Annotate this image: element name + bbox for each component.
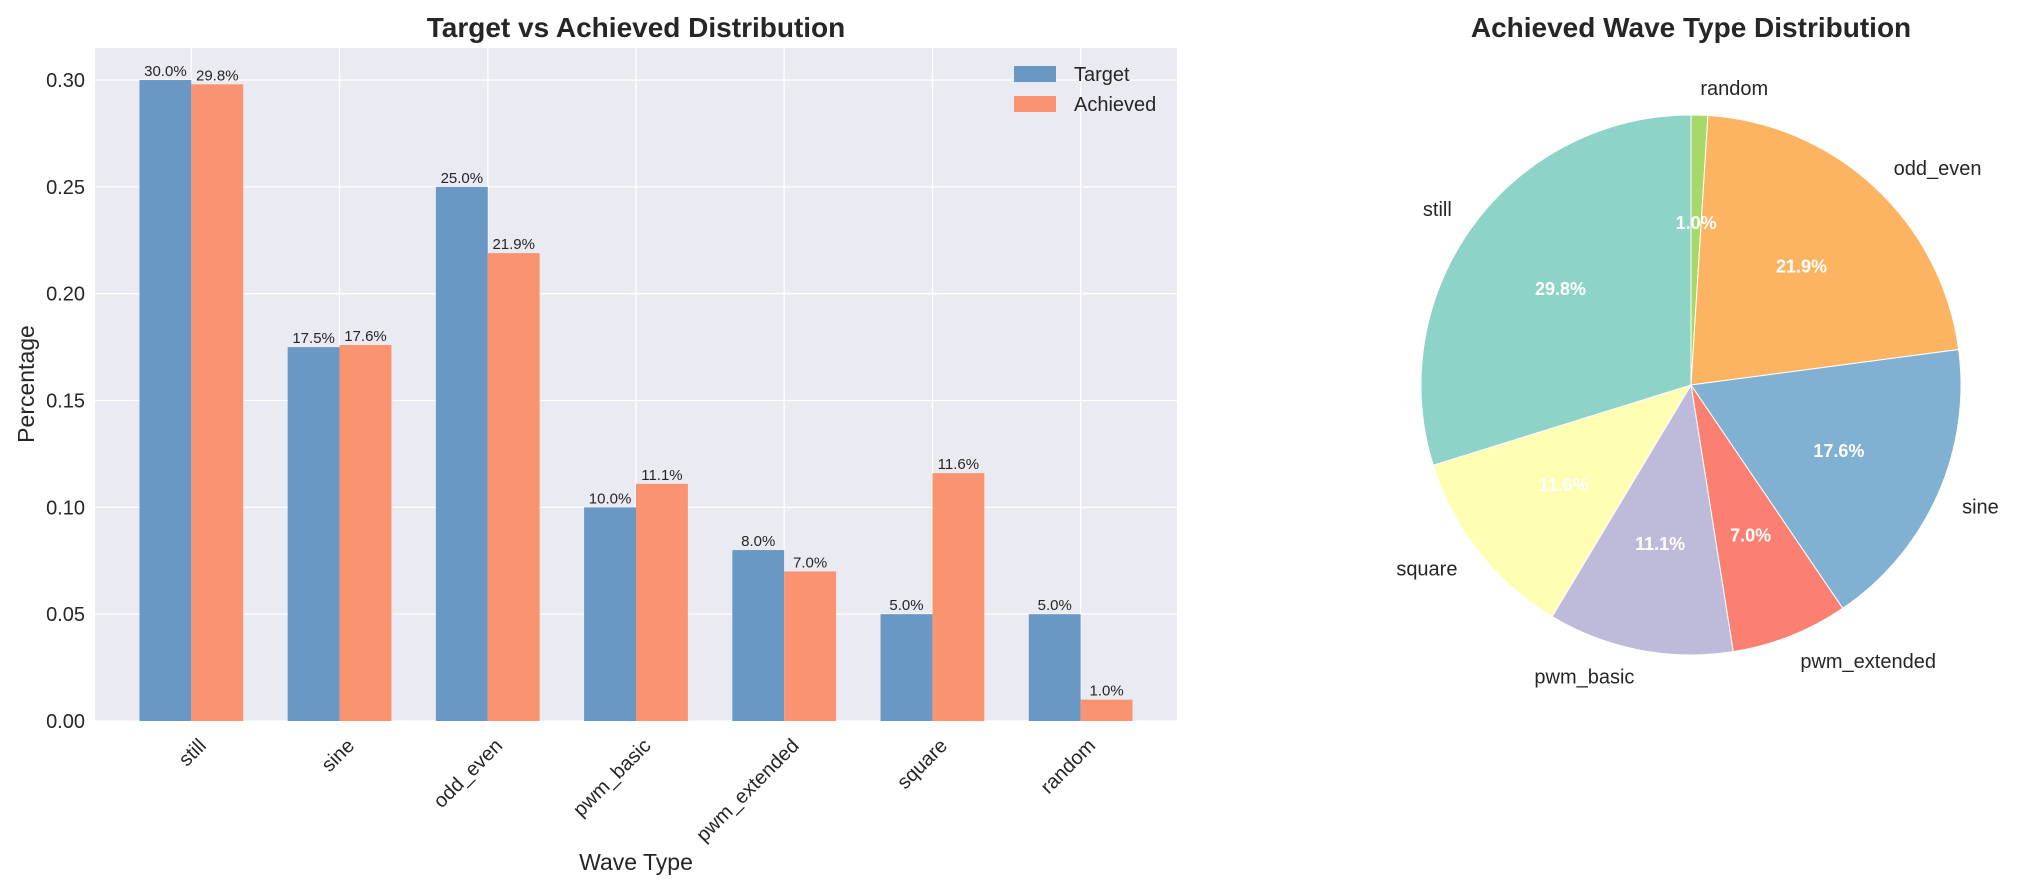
bar-achieved-odd_even xyxy=(487,253,540,721)
bar-target-pwm_basic xyxy=(584,507,636,721)
pie-percent-label: 29.8% xyxy=(1535,279,1586,299)
pie-slice-label: square xyxy=(1396,559,1457,581)
pie-percent-label: 11.1% xyxy=(1635,534,1685,554)
bar-value-label: 5.0% xyxy=(889,597,923,614)
pie-percent-label: 7.0% xyxy=(1730,526,1771,546)
y-tick-label: 0.30 xyxy=(46,70,85,92)
bar-target-square xyxy=(880,614,933,721)
y-tick-label: 0.20 xyxy=(46,284,85,306)
pie-slice-label: pwm_basic xyxy=(1534,667,1634,689)
pie-percent-label: 17.6% xyxy=(1813,441,1864,461)
bar-target-random xyxy=(1028,614,1081,721)
bar-value-label: 25.0% xyxy=(441,170,484,187)
x-tick-label: sine xyxy=(317,735,359,777)
pie-slice-label: odd_even xyxy=(1894,158,1982,180)
legend-swatch xyxy=(1014,96,1056,112)
bar-x-axis-label: Wave Type xyxy=(579,849,693,875)
legend-label: Achieved xyxy=(1074,94,1156,116)
pie-percent-label: 1.0% xyxy=(1676,213,1717,233)
bar-value-label: 11.1% xyxy=(641,467,682,484)
bar-value-label: 17.5% xyxy=(292,330,335,347)
pie-slice-still xyxy=(1420,114,1692,466)
bar-value-label: 11.6% xyxy=(938,456,979,473)
bar-value-label: 7.0% xyxy=(793,554,827,571)
bar-value-label: 10.0% xyxy=(589,490,632,507)
bar-value-label: 30.0% xyxy=(144,63,187,80)
bar-target-odd_even xyxy=(435,186,488,721)
y-tick-label: 0.15 xyxy=(46,391,85,413)
pie-slice-label: still xyxy=(1423,199,1452,221)
bar-achieved-random xyxy=(1080,699,1133,721)
bar-target-still xyxy=(139,80,192,722)
pie-chart: Achieved Wave Type Distribution 1.0% 21.9… xyxy=(1396,12,1998,689)
legend-swatch xyxy=(1014,66,1056,82)
bar-y-tick-labels: 0.00 0.05 0.10 0.15 0.20 0.25 0.30 xyxy=(46,70,85,733)
bar-achieved-still xyxy=(191,84,244,722)
y-tick-label: 0.05 xyxy=(46,604,85,626)
x-tick-label: pwm_basic xyxy=(569,735,655,821)
bar-target-pwm_extended xyxy=(732,550,785,721)
pie-slice-odd_even xyxy=(1690,115,1960,386)
pie-chart-title: Achieved Wave Type Distribution xyxy=(1471,12,1911,43)
pie-slices xyxy=(1420,114,1962,656)
bar-legend: Target Achieved xyxy=(1014,64,1156,116)
pie-slice-label: random xyxy=(1700,78,1768,100)
bar-target-sine xyxy=(287,347,340,721)
x-tick-label: still xyxy=(175,735,211,771)
bar-achieved-pwm_basic xyxy=(636,483,688,721)
bar-marks xyxy=(139,80,1133,722)
legend-label: Target xyxy=(1074,64,1130,86)
pie-slice-sine xyxy=(1690,348,1962,610)
pie-slice-square xyxy=(1432,384,1693,618)
bar-achieved-square xyxy=(932,473,985,721)
bar-value-label: 5.0% xyxy=(1038,597,1072,614)
bar-value-label: 17.6% xyxy=(344,328,387,345)
bar-y-axis-label: Percentage xyxy=(13,325,39,443)
bar-value-label: 29.8% xyxy=(196,67,239,84)
bar-achieved-sine xyxy=(339,344,392,721)
pie-percent-labels: 1.0% 21.9% 17.6% 7.0% 11.1% 11.6% 29.8% xyxy=(1535,213,1864,554)
x-tick-label: square xyxy=(893,735,952,794)
y-tick-label: 0.00 xyxy=(46,711,85,733)
bar-value-labels: 30.0% 17.5% 25.0% 10.0% 8.0% 5.0% 5.0% 29.8% 17.… xyxy=(144,63,1124,700)
x-tick-label: random xyxy=(1037,735,1101,799)
y-tick-label: 0.10 xyxy=(46,497,85,519)
bar-chart-title: Target vs Achieved Distribution xyxy=(427,12,846,43)
pie-slice-label: sine xyxy=(1962,496,1999,518)
bar-value-label: 8.0% xyxy=(741,533,775,550)
y-tick-label: 0.25 xyxy=(46,177,85,199)
x-tick-label: pwm_extended xyxy=(692,735,803,846)
pie-percent-label: 11.6% xyxy=(1539,475,1589,495)
pie-slice-pwm_extended xyxy=(1690,384,1844,653)
pie-percent-label: 21.9% xyxy=(1776,257,1827,277)
bar-chart: 30.0% 17.5% 25.0% 10.0% 8.0% 5.0% 5.0% 29.8% 17.… xyxy=(13,12,1177,875)
pie-slice-label: pwm_extended xyxy=(1800,651,1936,673)
pie-slice-pwm_basic xyxy=(1551,383,1734,656)
bar-x-tick-labels: still sine odd_even pwm_basic pwm_extended sq… xyxy=(175,735,1100,846)
bar-achieved-pwm_extended xyxy=(784,571,837,721)
bar-value-label: 21.9% xyxy=(492,236,535,253)
bar-value-label: 1.0% xyxy=(1089,683,1123,700)
x-tick-label: odd_even xyxy=(430,735,508,813)
